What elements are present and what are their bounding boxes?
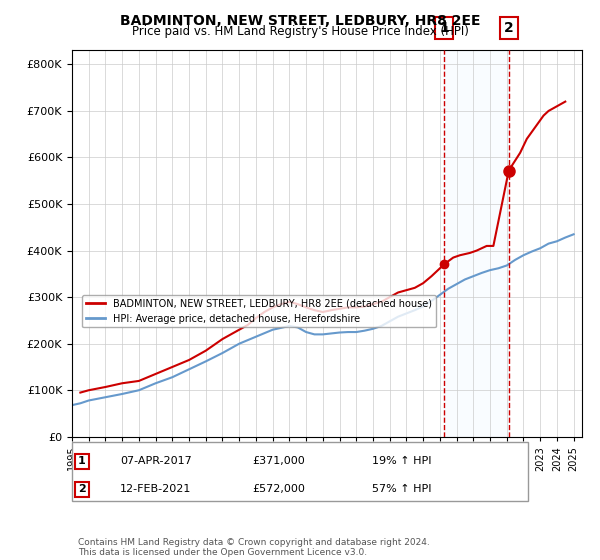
Text: 1: 1 [440,21,449,35]
Text: 12-FEB-2021: 12-FEB-2021 [120,484,191,494]
Text: 12-FEB-2021: 12-FEB-2021 [120,484,191,494]
Bar [445,50,509,437]
Text: 2: 2 [504,21,514,35]
Text: 07-APR-2017: 07-APR-2017 [120,456,192,466]
Text: £371,000: £371,000 [252,456,305,466]
Text: 1: 1 [78,456,86,466]
Text: 2: 2 [78,484,86,494]
Text: £371,000: £371,000 [252,456,305,466]
Text: £572,000: £572,000 [252,484,305,494]
Text: 57% ↑ HPI: 57% ↑ HPI [372,484,431,494]
Text: 2: 2 [78,484,86,494]
Text: Contains HM Land Registry data © Crown copyright and database right 2024.
This d: Contains HM Land Registry data © Crown c… [78,538,430,557]
Text: BADMINTON, NEW STREET, LEDBURY, HR8 2EE: BADMINTON, NEW STREET, LEDBURY, HR8 2EE [120,14,480,28]
Text: Price paid vs. HM Land Registry's House Price Index (HPI): Price paid vs. HM Land Registry's House … [131,25,469,38]
Legend: BADMINTON, NEW STREET, LEDBURY, HR8 2EE (detached house), HPI: Average price, de: BADMINTON, NEW STREET, LEDBURY, HR8 2EE … [82,295,436,328]
Text: 57% ↑ HPI: 57% ↑ HPI [372,484,431,494]
Text: 07-APR-2017: 07-APR-2017 [120,456,192,466]
Text: 19% ↑ HPI: 19% ↑ HPI [372,456,431,466]
Text: 1: 1 [78,456,86,466]
Text: £572,000: £572,000 [252,484,305,494]
Text: 19% ↑ HPI: 19% ↑ HPI [372,456,431,466]
